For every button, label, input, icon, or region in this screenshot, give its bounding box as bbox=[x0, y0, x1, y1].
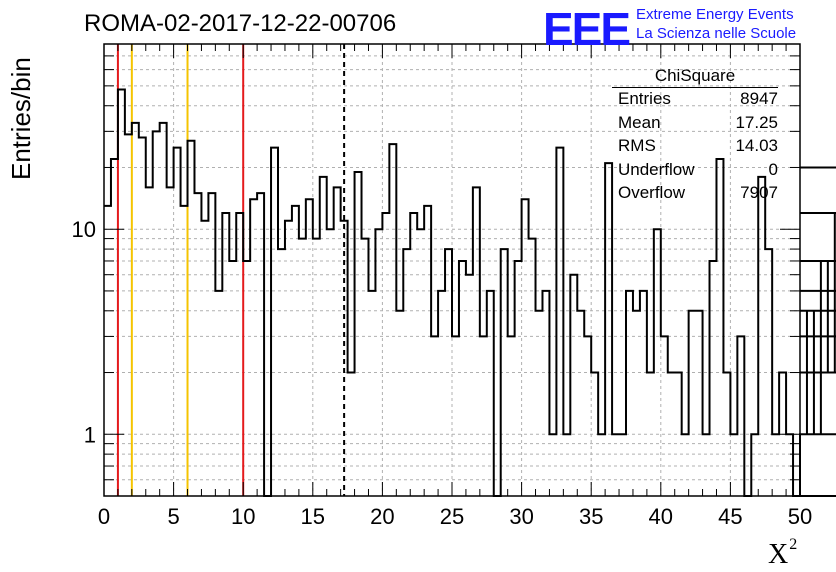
x-tick-label: 50 bbox=[788, 504, 812, 529]
stats-label: Underflow bbox=[618, 159, 695, 179]
x-tick-label: 5 bbox=[167, 504, 179, 529]
stats-row-overflow: Overflow 7907 bbox=[612, 183, 778, 207]
x-axis-label-sup: 2 bbox=[789, 536, 798, 553]
stats-box: ChiSquare Entries 8947 Mean 17.25 RMS 14… bbox=[612, 66, 778, 207]
stats-row-entries: Entries 8947 bbox=[612, 89, 778, 113]
stats-row-underflow: Underflow 0 bbox=[612, 160, 778, 184]
stats-row-mean: Mean 17.25 bbox=[612, 113, 778, 137]
x-axis-label: X2 bbox=[768, 536, 797, 571]
stats-label: Entries bbox=[618, 89, 671, 108]
y-tick-label: 1 bbox=[84, 422, 96, 447]
x-tick-label: 30 bbox=[509, 504, 533, 529]
x-tick-label: 20 bbox=[370, 504, 394, 529]
axis-ticks: 0 5 10 15 20 25 30 35 40 45 50 1 10 bbox=[72, 43, 812, 529]
logo-line-2: La Scienza nelle Scuole bbox=[636, 25, 797, 42]
x-tick-label: 15 bbox=[301, 504, 325, 529]
stats-label: RMS bbox=[618, 136, 656, 155]
x-tick-label: 45 bbox=[718, 504, 742, 529]
x-tick-label: 0 bbox=[98, 504, 110, 529]
y-tick-label: 10 bbox=[72, 217, 96, 242]
stats-value: 17.25 bbox=[735, 112, 778, 132]
x-tick-label: 35 bbox=[579, 504, 603, 529]
stats-value: 8947 bbox=[740, 89, 778, 108]
x-axis-label-base: X bbox=[768, 539, 789, 570]
x-tick-label: 40 bbox=[649, 504, 673, 529]
stats-value: 14.03 bbox=[735, 136, 778, 155]
stats-label: Overflow bbox=[618, 183, 686, 202]
chart-title: ROMA-02-2017-12-22-00706 bbox=[84, 10, 397, 37]
marker-lines bbox=[116, 44, 346, 496]
y-axis-label: Entries/bin bbox=[6, 57, 36, 180]
histogram-series bbox=[104, 88, 836, 497]
stats-row-rms: RMS 14.03 bbox=[612, 136, 778, 160]
stats-value: 7907 bbox=[740, 183, 778, 202]
stats-value: 0 bbox=[768, 159, 778, 179]
x-tick-label: 10 bbox=[231, 504, 255, 529]
eee-logo: EEE bbox=[543, 3, 631, 55]
stats-label: Mean bbox=[618, 112, 661, 132]
x-tick-label: 25 bbox=[440, 504, 464, 529]
stats-title: ChiSquare bbox=[612, 66, 778, 88]
logo-line-1: Extreme Energy Events bbox=[636, 6, 794, 23]
histogram-line bbox=[104, 88, 836, 497]
